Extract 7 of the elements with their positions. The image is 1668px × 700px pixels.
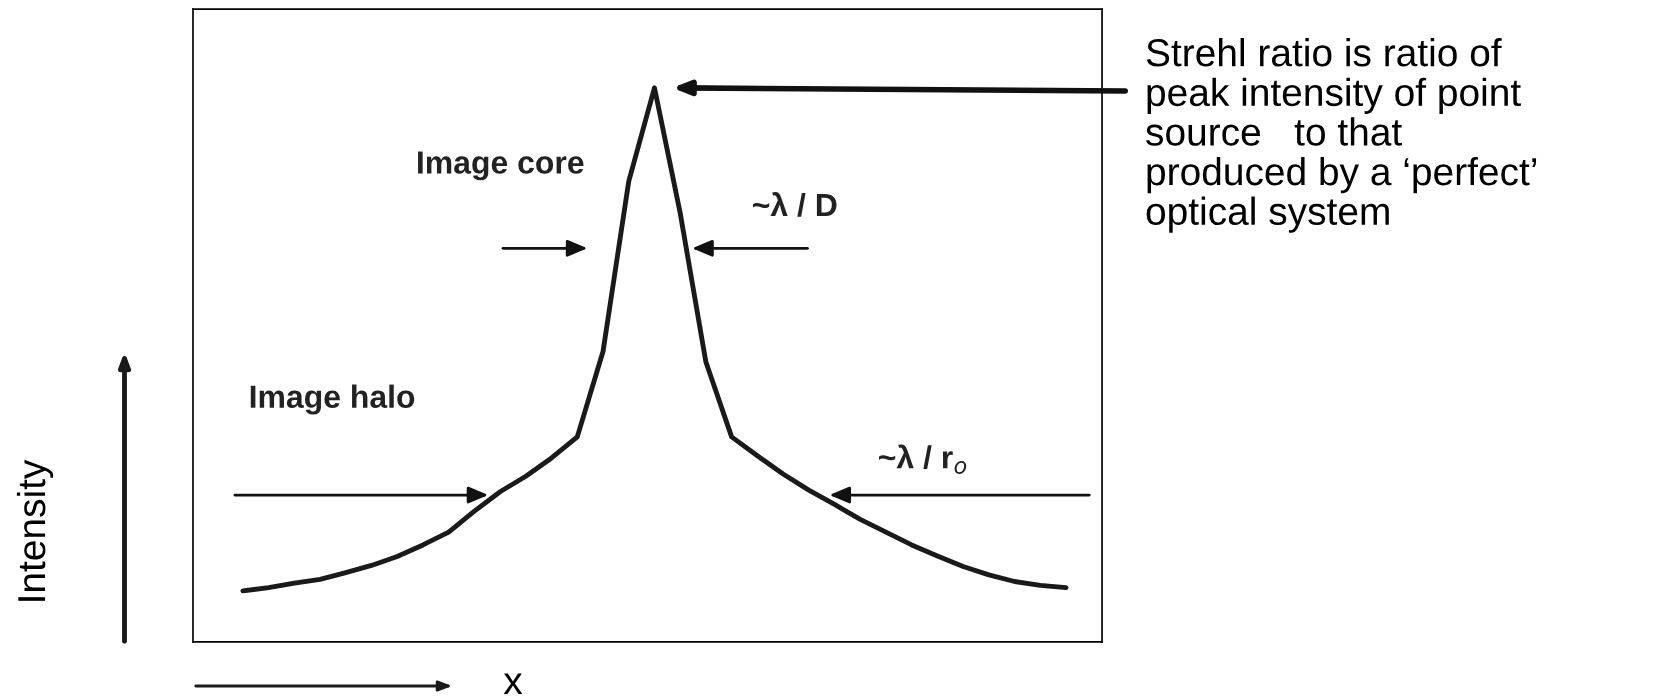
annotation: Image core (418, 151, 584, 181)
y-axis-title: Intensity (16, 459, 54, 601)
text: Strehl ratio is ratio of peak intensity of point source to that produced by a ‘perfect’ optical system (1146, 38, 1537, 233)
annotation: ~λ / D (752, 192, 837, 217)
annotation: ~λ / r$_{o}$ (879, 444, 967, 474)
annotation: Image halo (250, 384, 415, 415)
x-axis-title: x (503, 673, 523, 695)
